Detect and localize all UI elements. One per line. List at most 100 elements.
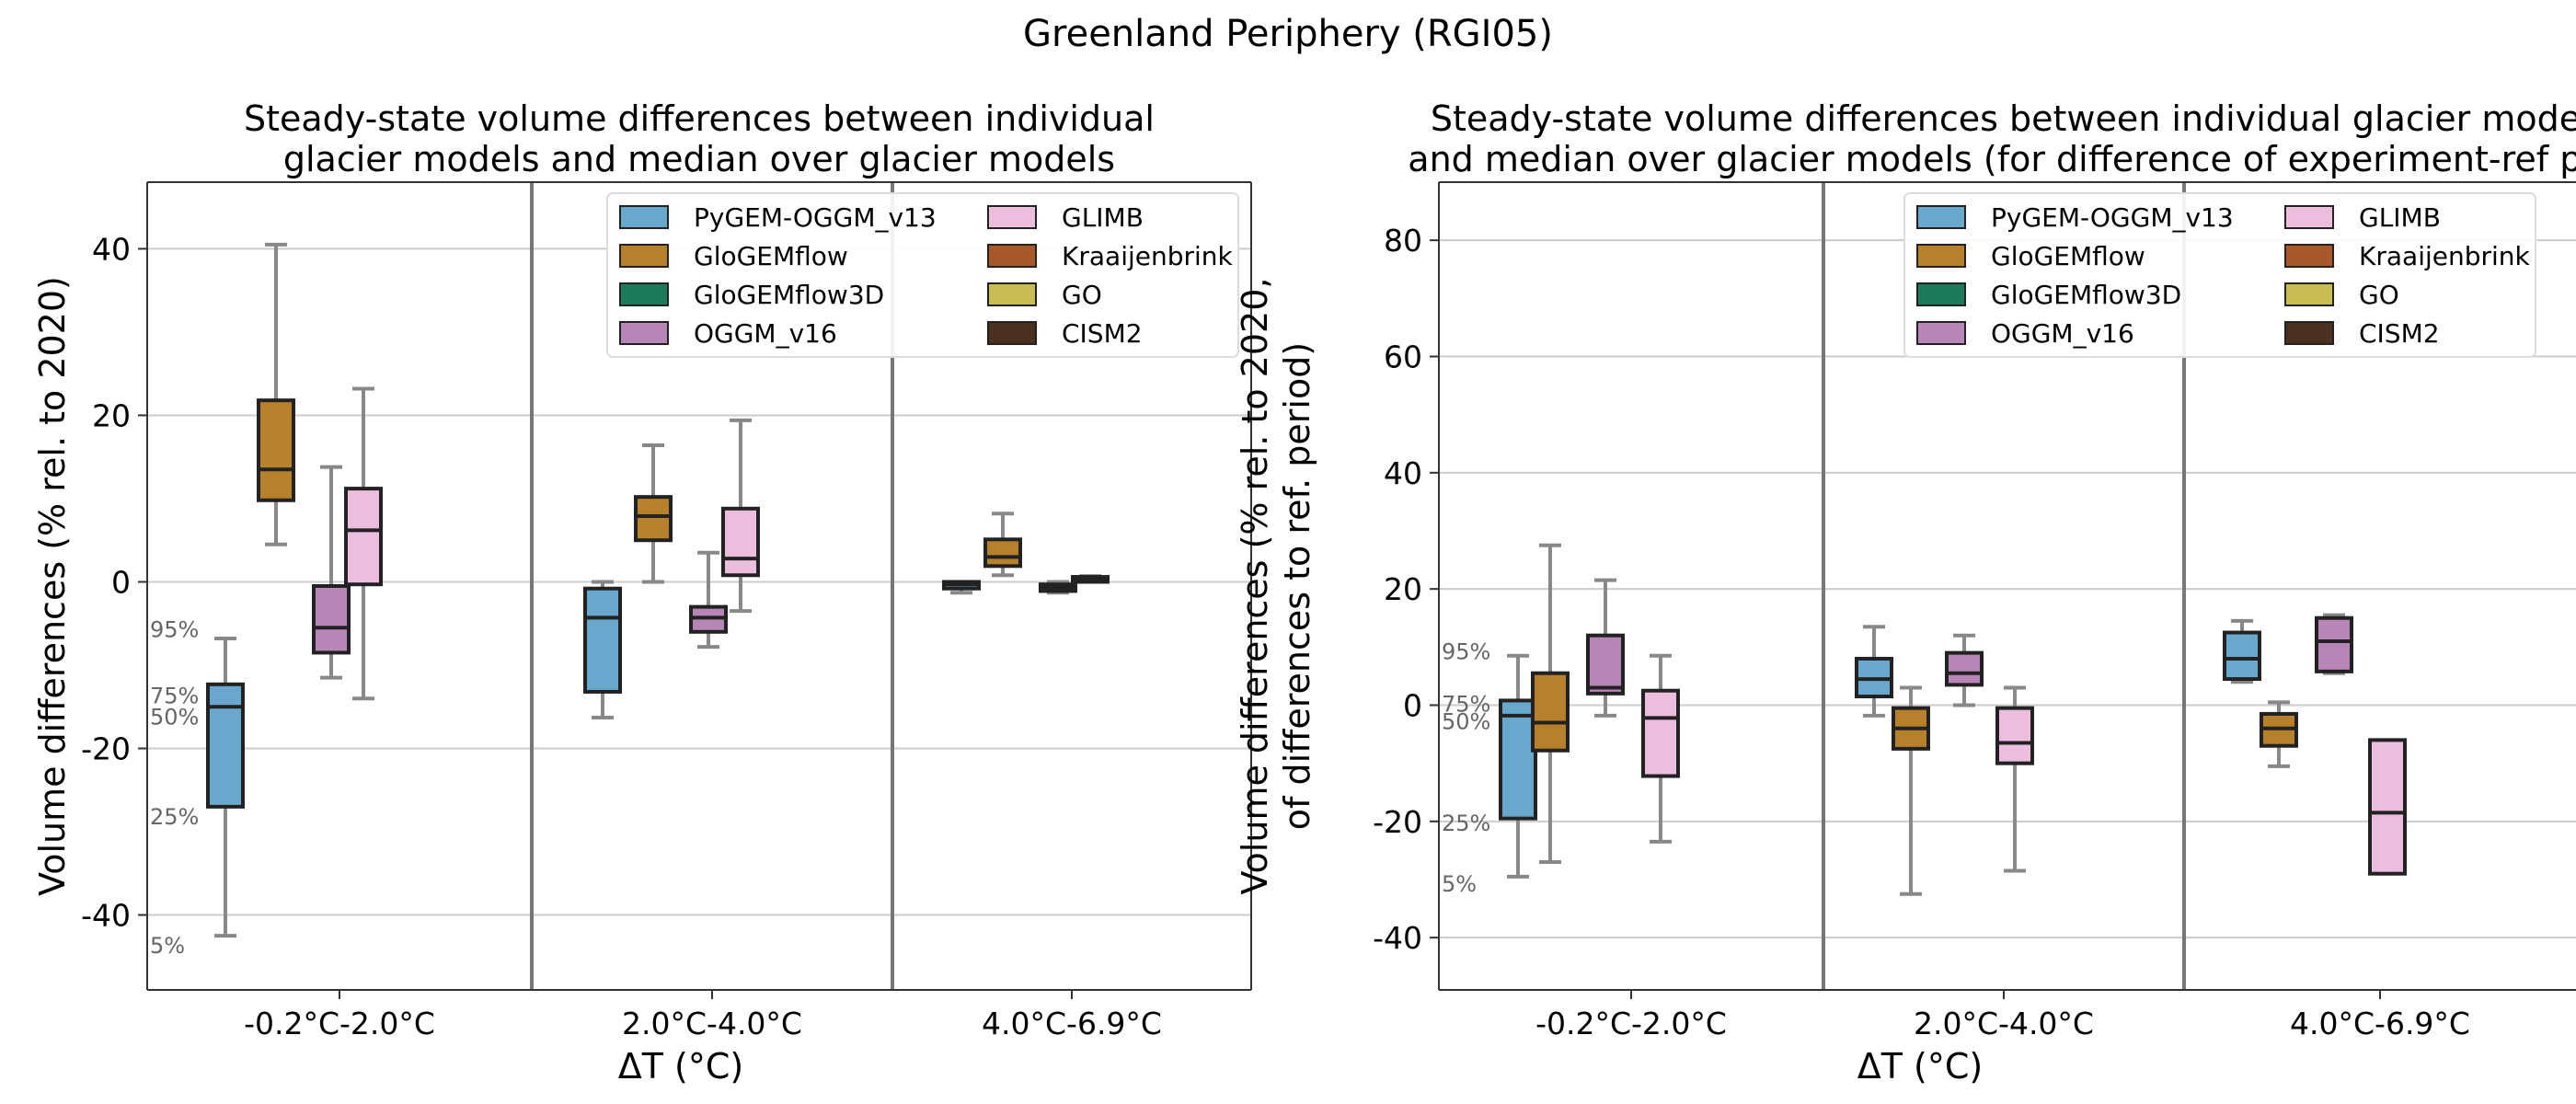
box-oggm-v16 <box>1945 633 1984 707</box>
percentile-guide-label: 75% <box>1442 691 1490 717</box>
box-pygem-oggm-v13 <box>206 637 245 938</box>
legend-swatch <box>2284 282 2334 306</box>
box-glogemflow <box>634 443 673 584</box>
legend-swatch <box>2284 205 2334 229</box>
chart-title-line: Steady-state volume differences between … <box>244 98 1155 139</box>
legend-label: GLIMB <box>2359 202 2441 233</box>
x-tick-label: 2.0°C-4.0°C <box>622 1006 802 1041</box>
legend-label: OGGM_v16 <box>1991 318 2134 349</box>
box-glimb <box>1641 653 1680 844</box>
box-iqr <box>634 495 673 543</box>
legend-swatch <box>619 244 669 268</box>
legend-label: Kraaijenbrink <box>1062 241 1234 271</box>
percentile-guide-label: 5% <box>1442 871 1477 897</box>
chart-title-line: Steady-state volume differences between … <box>1431 98 2576 139</box>
box-pygem-oggm-v13 <box>583 580 622 720</box>
legend-label: GloGEMflow <box>1991 241 2145 271</box>
legend-swatch <box>1916 205 1966 229</box>
x-tick-label: 2.0°C-4.0°C <box>1914 1006 2094 1041</box>
figure-title: Greenland Periphery (RGI05) <box>1023 13 1553 55</box>
right-chart-panel: Steady-state volume differences between … <box>1235 98 2576 1087</box>
y-tick-label: 40 <box>1384 455 1422 491</box>
box-glogemflow <box>983 512 1022 578</box>
chart-title-line: and median over glacier models (for diff… <box>1408 139 2576 179</box>
legend-label: GloGEMflow3D <box>1991 280 2181 310</box>
legend-label: CISM2 <box>2359 318 2440 349</box>
box-glogemflow <box>257 242 295 546</box>
box-iqr <box>2315 615 2353 673</box>
legend-swatch <box>619 282 669 306</box>
box-iqr <box>721 506 760 578</box>
y-tick-label: 20 <box>92 397 131 433</box>
box-iqr <box>583 586 622 694</box>
legend-swatch <box>987 205 1037 229</box>
box-glimb <box>1995 685 2034 873</box>
legend-swatch <box>2284 321 2334 345</box>
legend-label: PyGEM-OGGM_v13 <box>694 202 937 233</box>
legend-label: Kraaijenbrink <box>2359 241 2531 271</box>
x-tick-label: -0.2°C-2.0°C <box>244 1006 435 1041</box>
legend-frame <box>1903 192 2536 358</box>
legend-swatch <box>619 205 669 229</box>
y-tick-label: -40 <box>1373 920 1422 956</box>
box-oggm-v16 <box>2315 613 2353 675</box>
legend-label: GloGEMflow <box>694 241 848 271</box>
legend: PyGEM-OGGM_v13 GloGEMflow GloGEMflow3D OGGM… <box>1903 192 2536 358</box>
percentile-guide-label: 50% <box>150 704 199 730</box>
y-tick-label: -20 <box>1373 804 1422 840</box>
box-iqr <box>2368 738 2407 876</box>
box-pygem-oggm-v13 <box>1855 625 1893 718</box>
box-glogemflow <box>1531 543 1570 865</box>
box-oggm-v16 <box>1586 578 1625 718</box>
x-axis-label: ΔT (°C) <box>1857 1046 1983 1087</box>
legend-swatch <box>987 282 1037 306</box>
legend-swatch <box>987 244 1037 268</box>
y-axis-label-line: of differences to ref. period) <box>1277 342 1317 830</box>
box-glimb <box>2368 738 2407 876</box>
box-pygem-oggm-v13 <box>942 580 981 595</box>
legend-label: GO <box>2359 280 2399 310</box>
percentile-guide-label: 75% <box>150 684 199 709</box>
legend-label: GLIMB <box>1062 202 1144 233</box>
legend-frame <box>606 192 1239 358</box>
y-tick-label: -20 <box>81 731 131 767</box>
box-iqr <box>983 537 1022 569</box>
left-chart-panel: Steady-state volume differences between … <box>32 98 1252 1087</box>
legend-swatch <box>619 321 669 345</box>
legend-label: OGGM_v16 <box>694 318 837 349</box>
chart-title-line: glacier models and median over glacier m… <box>283 139 1115 179</box>
box-oggm-v16 <box>312 465 351 680</box>
box-iqr <box>344 487 383 587</box>
percentile-guide-label: 25% <box>150 804 199 830</box>
box-iqr <box>1499 698 1537 821</box>
y-axis-label-line: Volume differences (% rel. to 2020, <box>1235 278 1275 895</box>
percentile-guide-label: 95% <box>150 616 199 642</box>
box-oggm-v16 <box>1039 580 1077 595</box>
legend-swatch <box>2284 244 2334 268</box>
y-tick-label: -40 <box>81 898 131 934</box>
legend-swatch <box>987 321 1037 345</box>
box-glogemflow <box>1892 685 1930 896</box>
legend-swatch <box>1916 321 1966 345</box>
box-pygem-oggm-v13 <box>2223 618 2261 684</box>
y-axis-label-line: Volume differences (% rel. to 2020) <box>32 276 73 896</box>
box-iqr <box>1531 671 1570 753</box>
y-tick-label: 0 <box>1403 687 1422 723</box>
percentile-guide-label: 5% <box>150 933 185 959</box>
box-iqr <box>1586 633 1625 696</box>
y-tick-label: 20 <box>1384 571 1422 607</box>
box-iqr <box>1945 650 1984 687</box>
y-tick-label: 60 <box>1384 339 1422 374</box>
percentile-guide-label: 25% <box>1442 811 1490 836</box>
box-glimb <box>721 418 760 614</box>
box-glogemflow <box>2260 700 2298 768</box>
percentile-guide-label: 50% <box>1442 708 1490 734</box>
box-pygem-oggm-v13 <box>1499 653 1537 879</box>
y-tick-label: 0 <box>111 564 131 600</box>
y-tick-label: 80 <box>1384 223 1422 259</box>
box-iqr <box>312 584 351 655</box>
y-tick-label: 40 <box>92 231 131 267</box>
percentile-guide-label: 95% <box>1442 638 1490 664</box>
box-glimb <box>1071 574 1110 584</box>
